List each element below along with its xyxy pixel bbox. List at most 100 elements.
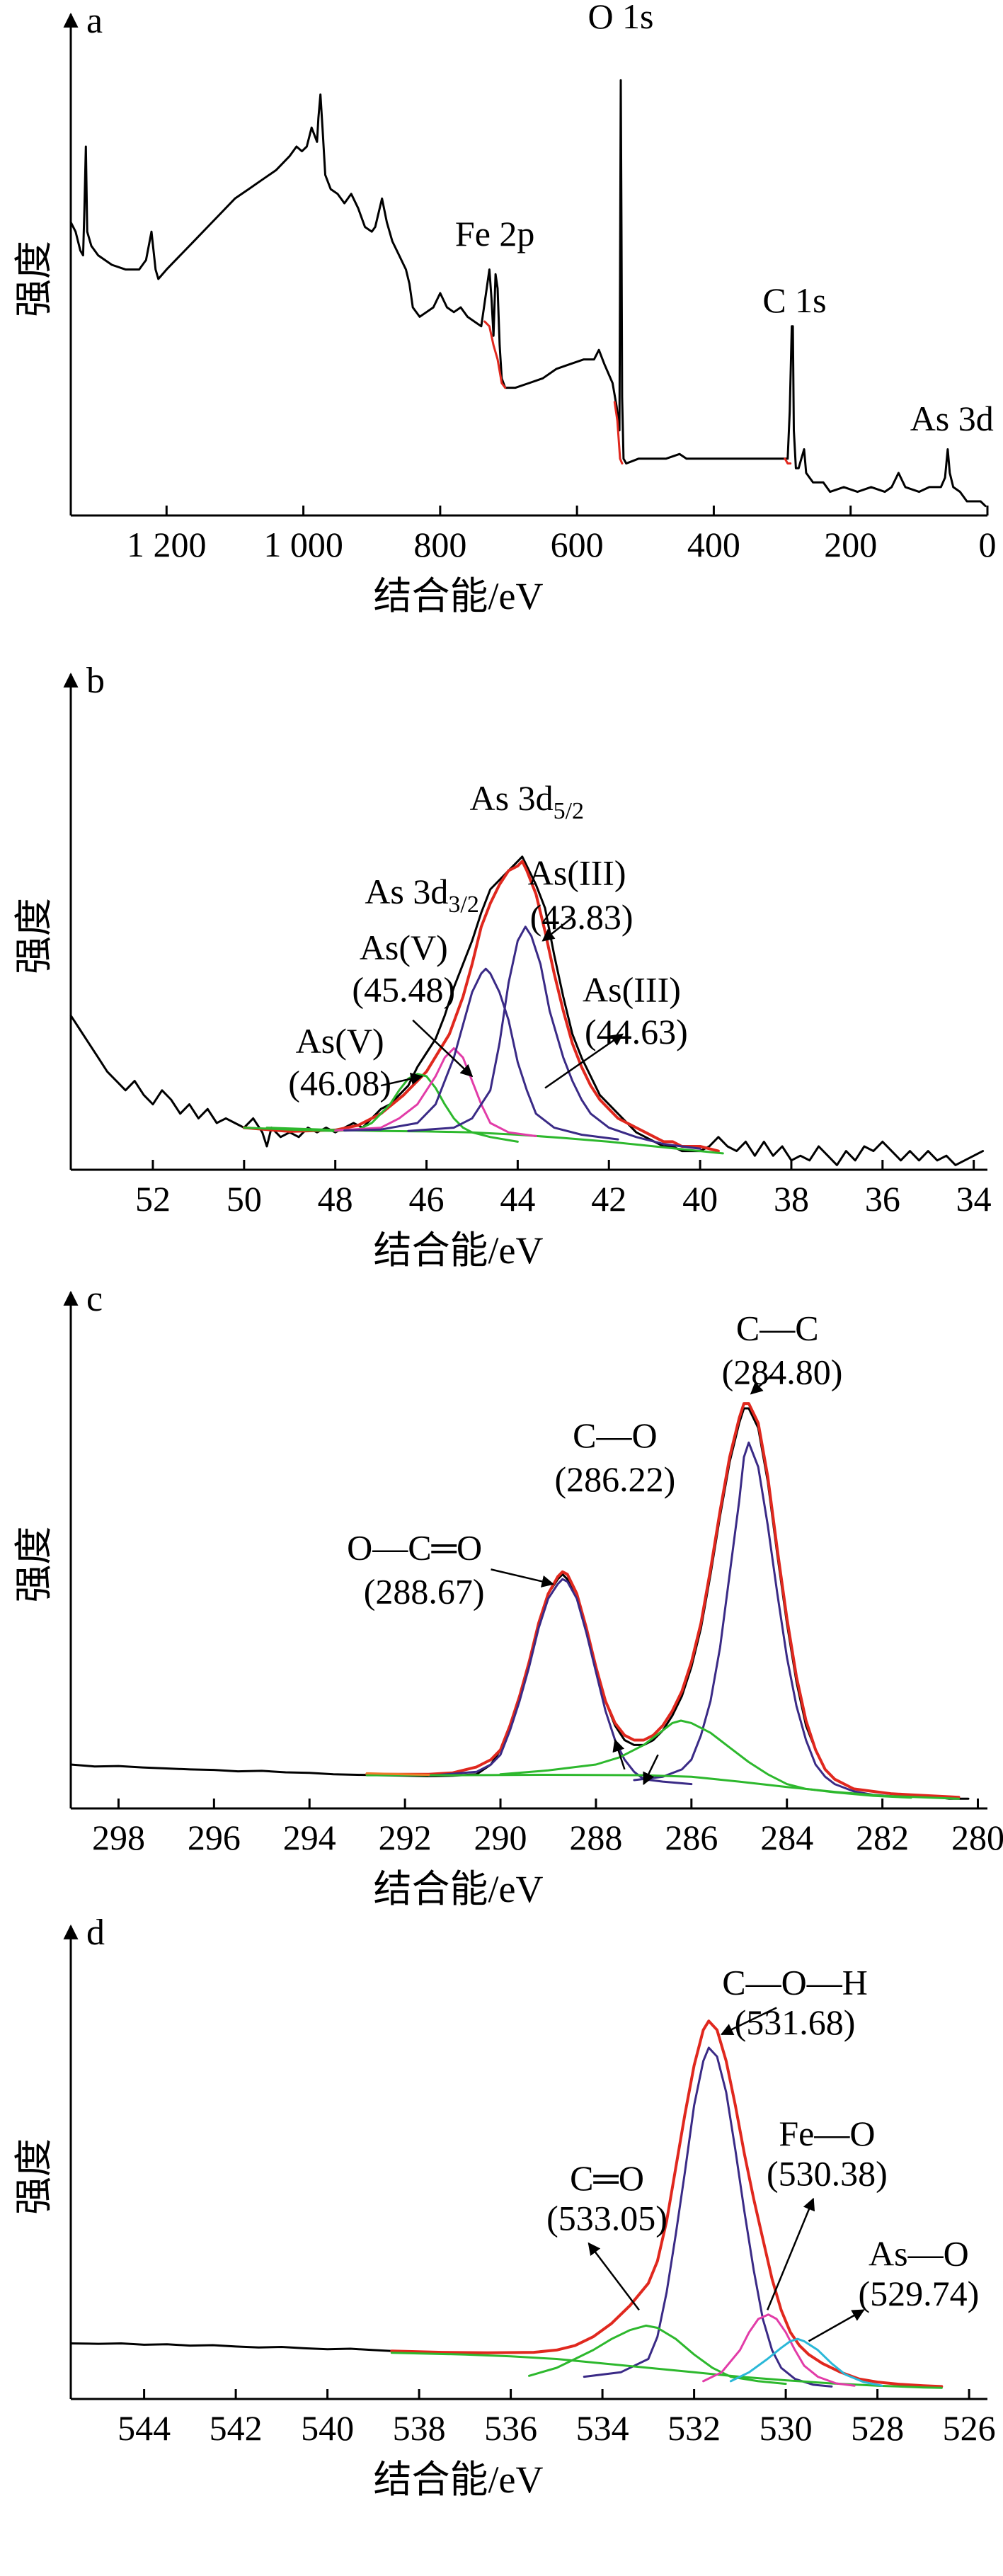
annotation-c-o-h: C—O—H bbox=[722, 1963, 868, 2002]
annotation-arrow bbox=[750, 1373, 774, 1395]
annotation-text: O 1s bbox=[588, 0, 653, 36]
x-tick-label: 534 bbox=[576, 2408, 629, 2448]
annotation-43-83: (43.83) bbox=[530, 897, 634, 937]
annotation-text: (284.80) bbox=[722, 1352, 843, 1392]
annotation-c-1s: C 1s bbox=[762, 280, 826, 320]
survey-spectrum-line bbox=[69, 79, 987, 508]
raw-spectrum-line bbox=[69, 1407, 970, 1800]
x-tick-label: 532 bbox=[667, 2408, 721, 2448]
y-axis-title: 强度 bbox=[13, 898, 55, 974]
as-o-component-line bbox=[729, 2337, 883, 2387]
x-tick-label: 36 bbox=[865, 1179, 900, 1219]
annotation-text: As(III) bbox=[583, 969, 681, 1009]
annotation-arrow bbox=[412, 1019, 474, 1078]
survey-fit-o-line bbox=[613, 401, 624, 465]
annotation-text: As 3d bbox=[910, 399, 994, 438]
annotation-text: (44.63) bbox=[585, 1012, 688, 1052]
annotation-arrow bbox=[491, 1568, 554, 1588]
x-tick-label: 294 bbox=[283, 1818, 336, 1857]
annotation-as-v: As(V) bbox=[296, 1021, 384, 1061]
x-tick-label: 38 bbox=[774, 1179, 809, 1219]
x-tick-label: 286 bbox=[665, 1818, 718, 1857]
annotation-530-38: (530.38) bbox=[767, 2154, 888, 2194]
annotation-288-67: (288.67) bbox=[364, 1572, 485, 1612]
x-tick-label: 284 bbox=[760, 1818, 813, 1857]
annotation-text: (288.67) bbox=[364, 1572, 485, 1612]
as-iii-44-component-line bbox=[343, 967, 619, 1141]
x-tick-label: 526 bbox=[943, 2408, 996, 2448]
annotation-text: (46.08) bbox=[288, 1063, 391, 1102]
background-line bbox=[390, 2352, 943, 2389]
annotation-46-08: (46.08) bbox=[288, 1063, 391, 1102]
x-tick-label: 292 bbox=[379, 1818, 432, 1857]
annotation-c-o: C—O bbox=[573, 1415, 657, 1455]
annotation-subscript: 5/2 bbox=[554, 798, 584, 824]
annotation-text: O—C═O bbox=[347, 1528, 482, 1568]
annotation-text: (529.74) bbox=[858, 2274, 979, 2313]
annotation-as-o: As—O bbox=[869, 2234, 969, 2274]
x-tick-label: 536 bbox=[484, 2408, 537, 2448]
annotation-arrow bbox=[808, 2309, 865, 2342]
fe-o-component-line bbox=[702, 2313, 856, 2387]
survey-fit-c-line bbox=[784, 457, 792, 465]
x-tick-label: 282 bbox=[856, 1818, 909, 1857]
o-c-o-component-line bbox=[428, 1578, 693, 1786]
y-axis-title: 强度 bbox=[13, 2138, 55, 2215]
c-o-h-component-line bbox=[583, 2046, 833, 2388]
x-axis-title: 结合能/eV bbox=[374, 575, 544, 617]
x-tick-label: 288 bbox=[569, 1818, 622, 1857]
x-tick-label: 600 bbox=[551, 525, 604, 564]
annotation-c-c: C—C bbox=[736, 1309, 819, 1348]
annotation-fe-o: Fe—O bbox=[779, 2114, 875, 2153]
x-tick-label: 34 bbox=[956, 1179, 992, 1219]
x-tick-label: 400 bbox=[687, 525, 740, 564]
annotation-text: Fe 2p bbox=[455, 214, 535, 253]
annotation-text: (286.22) bbox=[555, 1459, 676, 1499]
x-tick-label: 1 000 bbox=[263, 525, 343, 564]
y-axis-title: 强度 bbox=[13, 1527, 55, 1603]
annotation-533-05: (533.05) bbox=[546, 2198, 667, 2238]
x-axis-title: 结合能/eV bbox=[374, 1229, 544, 1272]
annotation-o-c-o: O—C═O bbox=[347, 1528, 482, 1568]
annotation-text: C—C bbox=[736, 1309, 819, 1348]
x-tick-label: 290 bbox=[474, 1818, 527, 1857]
annotation-subscript: 3/2 bbox=[448, 891, 478, 918]
x-tick-label: 44 bbox=[500, 1179, 535, 1219]
x-tick-label: 540 bbox=[301, 2408, 354, 2448]
annotation-text: (531.68) bbox=[735, 2002, 856, 2042]
annotation-text: C—O bbox=[573, 1415, 657, 1455]
annotation-286-22: (286.22) bbox=[555, 1459, 676, 1499]
x-tick-label: 46 bbox=[409, 1179, 445, 1219]
annotation-fe-2p: Fe 2p bbox=[455, 214, 535, 253]
annotation-arrow bbox=[541, 916, 573, 942]
annotation-text: (43.83) bbox=[530, 897, 634, 937]
annotation-as-v: As(V) bbox=[360, 928, 448, 967]
annotation-c-o: C═O bbox=[570, 2158, 644, 2198]
x-tick-label: 1 200 bbox=[127, 525, 207, 564]
annotation-text: As(III) bbox=[528, 853, 626, 892]
x-axis-title: 结合能/eV bbox=[374, 2458, 544, 2501]
x-tick-label: 52 bbox=[135, 1179, 171, 1219]
annotation-44-63: (44.63) bbox=[585, 1012, 688, 1052]
x-tick-label: 542 bbox=[210, 2408, 263, 2448]
annotation-arrow bbox=[643, 1754, 659, 1786]
x-tick-label: 50 bbox=[227, 1179, 262, 1219]
annotation-as-3d: As 3d3/2 bbox=[365, 872, 479, 918]
annotation-text: C 1s bbox=[762, 280, 826, 320]
x-tick-label: 800 bbox=[413, 525, 466, 564]
annotation-text: (533.05) bbox=[546, 2198, 667, 2238]
raw-spectrum-line bbox=[69, 2342, 393, 2352]
background-line bbox=[365, 1774, 960, 1800]
annotation-text: C═O bbox=[570, 2158, 644, 2198]
x-tick-label: 530 bbox=[760, 2408, 813, 2448]
annotation-529-74: (529.74) bbox=[858, 2274, 979, 2313]
x-tick-label: 48 bbox=[318, 1179, 353, 1219]
annotation-text: As 3d bbox=[365, 872, 448, 911]
annotation-arrow bbox=[588, 2242, 640, 2311]
annotation-text: As(V) bbox=[360, 928, 448, 967]
annotation-o-1s: O 1s bbox=[588, 0, 653, 36]
c-c-component-line bbox=[633, 1441, 893, 1798]
annotation-text: As—O bbox=[869, 2234, 969, 2274]
